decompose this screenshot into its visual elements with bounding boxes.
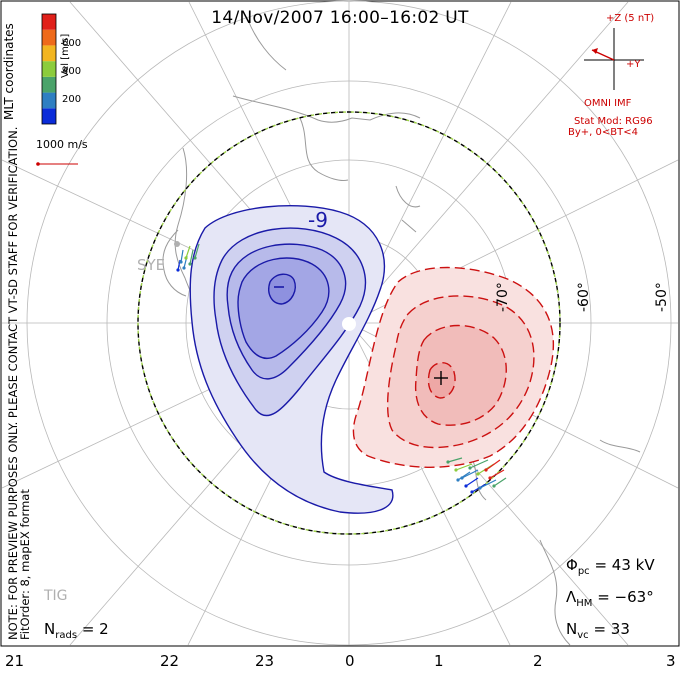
positive-cell — [352, 266, 554, 468]
lambda-value: = −63° — [597, 588, 654, 606]
phi-symbol: Φ — [566, 556, 578, 574]
color-scale-segment — [42, 45, 56, 62]
color-scale-segment — [42, 108, 56, 124]
cell-markers — [274, 286, 448, 385]
latitude-label-60: -60° — [576, 282, 592, 312]
fit-order-label: FitOrder: 8, mapEX format — [18, 489, 32, 640]
lambda-subscript: HM — [576, 598, 593, 609]
stat-model: Stat Mod: RG96 — [574, 116, 653, 127]
lambda-symbol: Λ — [566, 588, 577, 606]
vector-count: Nvc = 33 — [566, 620, 630, 641]
imf-source: OMNI IMF — [584, 98, 632, 109]
hm-boundary-green — [137, 111, 561, 535]
velocity-vectors-dawn — [446, 457, 507, 494]
mlt-label-22: 22 — [160, 652, 180, 670]
pole-marker — [342, 317, 356, 331]
mlt-label-1: 1 — [434, 652, 444, 670]
color-scale-segment — [42, 76, 56, 93]
mlt-coordinates-label: MLT coordinates — [2, 23, 16, 120]
color-scale-segment — [42, 29, 56, 46]
color-scale-segment — [42, 61, 56, 77]
mlt-label-21: 21 — [5, 652, 25, 670]
phi-subscript: pc — [577, 566, 590, 577]
mlt-label-2: 2 — [533, 652, 543, 670]
station-sye: SYE — [137, 256, 166, 274]
scale-tick-400: 400 — [62, 66, 82, 77]
reference-vector-label: 1000 m/s — [36, 138, 88, 151]
latitude-label-70: -70° — [495, 282, 511, 312]
negative-cell — [189, 205, 394, 514]
nrads-subscript: rads — [55, 630, 78, 641]
imf-y-label: +Y — [626, 59, 641, 70]
latitude-label-50: -50° — [654, 282, 670, 312]
mlt-label-3: 3 — [666, 652, 676, 670]
cross-polar-potential: Φpc = 43 kV — [566, 556, 655, 577]
radar-count: Nrads = 2 — [44, 620, 109, 641]
nvc-value: = 33 — [593, 620, 630, 638]
mlt-label-0: 0 — [345, 652, 355, 670]
nrads-value: = 2 — [81, 620, 109, 638]
stat-model-conditions: By+, 0<BT<4 — [568, 127, 638, 138]
station-tig: TIG — [44, 588, 68, 604]
nrads-symbol: N — [44, 620, 56, 638]
hm-latitude: ΛHM = −63° — [566, 588, 654, 609]
scale-tick-600: 600 — [62, 38, 82, 49]
nvc-symbol: N — [566, 620, 578, 638]
color-scale-segment — [42, 92, 56, 109]
map-title: 14/Nov/2007 16:00–16:02 UT — [211, 8, 469, 28]
negative-cell-label: -9 — [308, 208, 328, 232]
phi-value: = 43 kV — [594, 556, 655, 574]
velocity-vectors-sye — [174, 241, 200, 272]
reference-vector — [36, 162, 78, 166]
velocity-color-scale — [41, 13, 57, 125]
mlt-label-23: 23 — [255, 652, 275, 670]
nvc-subscript: vc — [577, 630, 589, 641]
color-scale-border — [41, 13, 57, 125]
scale-tick-200: 200 — [62, 94, 82, 105]
imf-dial — [584, 28, 644, 90]
imf-z-label: +Z (5 nT) — [606, 13, 655, 24]
color-scale-segment — [42, 14, 56, 30]
